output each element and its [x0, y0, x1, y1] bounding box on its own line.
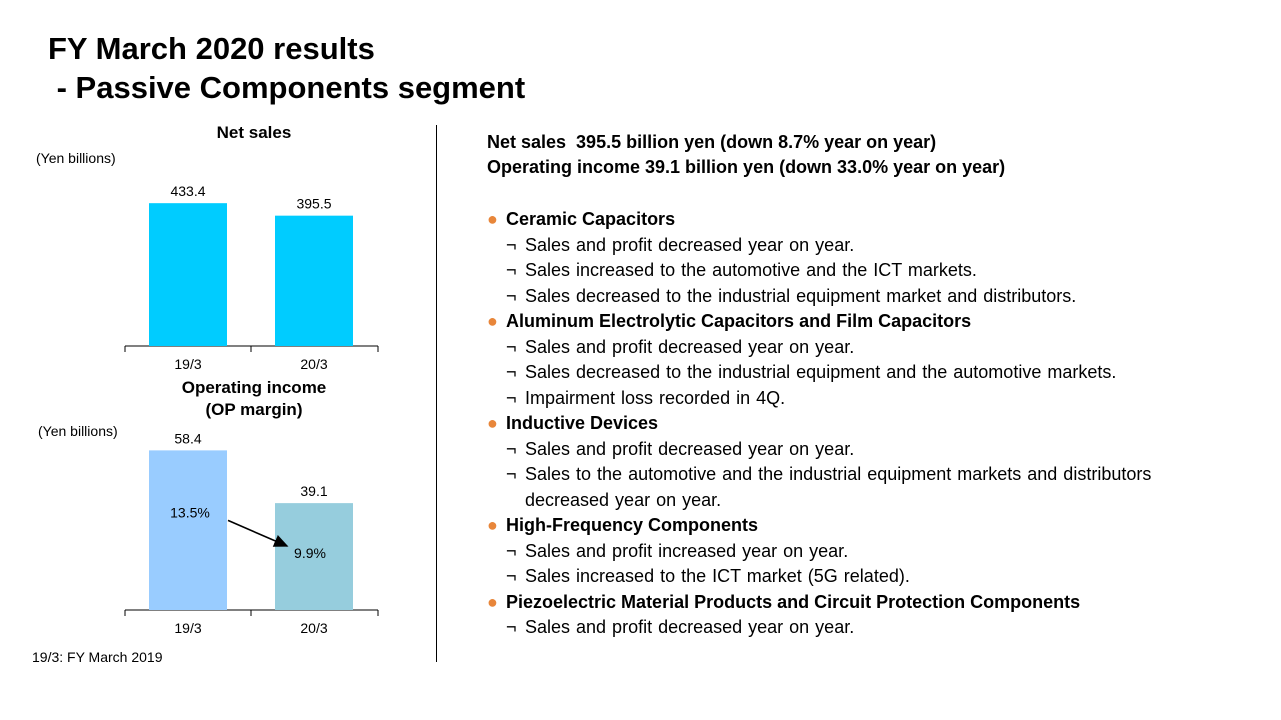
- section-heading: ● High-Frequency Components: [487, 513, 1247, 539]
- orange-bullet-icon: ●: [487, 515, 498, 535]
- section-point-text: Sales to the automotive and the industri…: [525, 464, 1152, 510]
- op-margin-label: 13.5%: [170, 504, 210, 520]
- orange-bullet-icon: ●: [487, 311, 498, 331]
- not-sign-bullet-icon: ¬: [506, 260, 517, 280]
- not-sign-bullet-icon: ¬: [506, 540, 517, 561]
- footnote: 19/3: FY March 2019: [32, 649, 163, 665]
- section-heading: ● Inductive Devices: [487, 411, 1247, 437]
- op-income-unit-label: (Yen billions): [38, 423, 118, 439]
- section-point-text: Sales and profit decreased year on year.: [525, 617, 855, 637]
- section-point: ¬ Sales decreased to the industrial equip…: [487, 360, 1247, 386]
- bar: [149, 203, 227, 346]
- section-title: Aluminum Electrolytic Capacitors and Fil…: [506, 311, 972, 331]
- section-point-text: Impairment loss recorded in 4Q.: [525, 387, 786, 408]
- bar: [275, 503, 353, 610]
- data-label: 433.4: [170, 183, 205, 199]
- section-point-text: Sales and profit increased year on year.: [525, 540, 849, 561]
- not-sign-bullet-icon: ¬: [506, 464, 517, 484]
- x-tick-label: 19/3: [174, 356, 201, 372]
- not-sign-bullet-icon: ¬: [506, 285, 517, 306]
- section-title: Ceramic Capacitors: [506, 209, 676, 229]
- section-point-text: Sales and profit decreased year on year.: [525, 438, 855, 459]
- section-point: ¬ Sales and profit decreased year on year…: [487, 335, 1247, 361]
- data-label: 39.1: [300, 483, 327, 499]
- net-sales-chart: 433.4 19/3 395.5 20/3: [124, 183, 379, 372]
- not-sign-bullet-icon: ¬: [506, 617, 517, 637]
- net-sales-unit-label: (Yen billions): [36, 150, 116, 166]
- x-tick-label: 19/3: [174, 620, 201, 636]
- section-point: ¬ Sales and profit increased year on year…: [487, 539, 1247, 565]
- summary-net-sales: Net sales 395.5 billion yen (down 8.7% y…: [487, 132, 937, 152]
- section-point: ¬ Sales to the automotive and the industr…: [487, 462, 1247, 513]
- data-label: 58.4: [174, 430, 201, 446]
- orange-bullet-icon: ●: [487, 413, 498, 433]
- section-point: ¬ Sales increased to the ICT market (5G r…: [487, 564, 1247, 590]
- not-sign-bullet-icon: ¬: [506, 234, 517, 255]
- section-point: ¬ Sales decreased to the industrial equip…: [487, 284, 1247, 310]
- x-tick-label: 20/3: [300, 620, 327, 636]
- op-income-chart: 58.4 19/3 13.5% 39.1 20/3 9.9%: [124, 430, 379, 636]
- section-point: ¬ Sales and profit decreased year on year…: [487, 233, 1247, 259]
- data-label: 395.5: [296, 196, 331, 212]
- bar: [275, 215, 353, 346]
- section-point-text: Sales decreased to the industrial equipm…: [525, 285, 1077, 306]
- section-point-text: Sales increased to the automotive and th…: [525, 260, 977, 280]
- section-point: ¬ Sales and profit decreased year on year…: [487, 437, 1247, 463]
- section-point-text: Sales and profit decreased year on year.: [525, 234, 855, 255]
- summary-operating-income: Operating income 39.1 billion yen (down …: [487, 157, 1006, 177]
- not-sign-bullet-icon: ¬: [506, 438, 517, 459]
- section-heading: ● Aluminum Electrolytic Capacitors and Fi…: [487, 309, 1247, 335]
- section-point-text: Sales decreased to the industrial equipm…: [525, 362, 1117, 382]
- page-title: FY March 2020 results - Passive Componen…: [48, 31, 526, 105]
- bar: [149, 450, 227, 610]
- section-heading: ● Ceramic Capacitors: [487, 207, 1247, 233]
- x-tick-label: 20/3: [300, 356, 327, 372]
- section-title: Piezoelectric Material Products and Circ…: [506, 591, 1081, 612]
- net-sales-chart-title: Net sales: [216, 123, 292, 142]
- summary: Net sales 395.5 billion yen (down 8.7% y…: [487, 130, 1005, 180]
- not-sign-bullet-icon: ¬: [506, 362, 517, 382]
- section-point: ¬ Sales and profit decreased year on year…: [487, 615, 1247, 641]
- not-sign-bullet-icon: ¬: [506, 387, 517, 408]
- section-point-text: Sales increased to the ICT market (5G re…: [525, 566, 910, 586]
- product-sections: ● Ceramic Capacitors ¬ Sales and profit dec…: [487, 207, 1247, 641]
- section-point-text: Sales and profit decreased year on year.: [525, 336, 855, 357]
- orange-bullet-icon: ●: [487, 591, 498, 612]
- section-point: ¬ Impairment loss recorded in 4Q.: [487, 386, 1247, 412]
- orange-bullet-icon: ●: [487, 209, 498, 229]
- section-point: ¬ Sales increased to the automotive and t…: [487, 258, 1247, 284]
- op-income-chart-title: Operating income (OP margin): [181, 378, 327, 419]
- section-heading: ● Piezoelectric Material Products and Cir…: [487, 590, 1247, 616]
- margin-trend-arrow: [227, 519, 289, 547]
- section-title: High-Frequency Components: [506, 515, 759, 535]
- section-title: Inductive Devices: [506, 413, 659, 433]
- not-sign-bullet-icon: ¬: [506, 336, 517, 357]
- not-sign-bullet-icon: ¬: [506, 566, 517, 586]
- op-margin-label: 9.9%: [294, 545, 326, 561]
- vertical-divider: [436, 125, 437, 662]
